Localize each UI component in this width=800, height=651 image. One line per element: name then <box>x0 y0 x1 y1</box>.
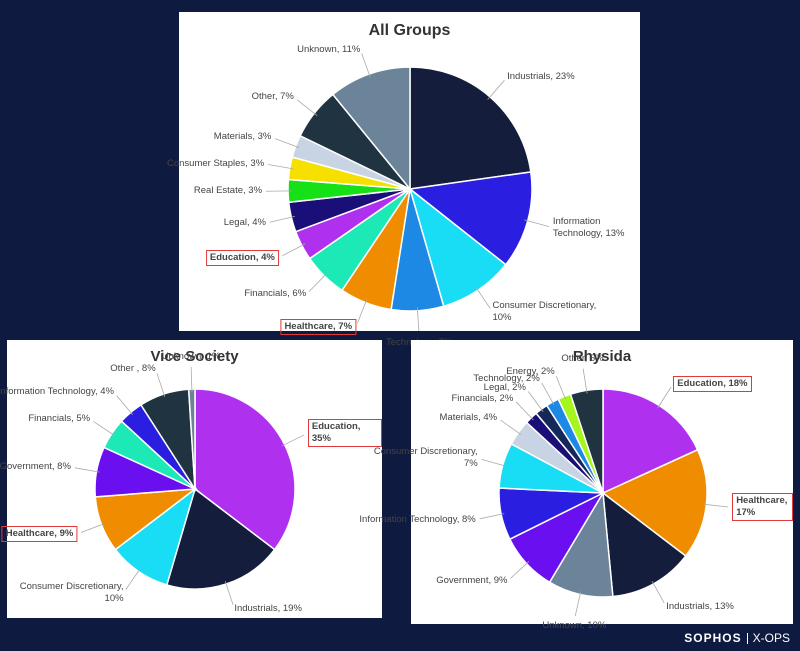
leader-line <box>574 591 582 616</box>
data-label: Healthcare, 17% <box>732 493 793 522</box>
data-label: Technology, 2% <box>473 373 540 385</box>
data-label: Information Technology, 8% <box>359 513 476 525</box>
data-label: Energy, 2% <box>506 366 555 378</box>
leader-line <box>80 523 105 533</box>
leader-line <box>125 568 141 590</box>
data-label: Other, 5% <box>561 352 604 364</box>
data-label: Materials, 4% <box>439 411 498 423</box>
leader-line <box>703 503 729 508</box>
data-label: Financials, 6% <box>244 288 307 300</box>
data-label: Legal, 2% <box>483 382 526 394</box>
chart-panel: All Groups Industrials, 23% Information Te… <box>167 12 640 348</box>
data-label: Materials, 3% <box>213 131 272 143</box>
chart-title: Vice Society <box>150 348 239 365</box>
brand: SOPHOS <box>684 631 742 645</box>
leader-line <box>269 215 295 223</box>
data-label: Consumer Discretionary, 10% <box>19 580 124 604</box>
leader-line <box>357 299 368 324</box>
pie <box>266 53 550 331</box>
data-label: Information Technology, 13% <box>552 215 625 239</box>
data-label: Financials, 2% <box>451 392 514 404</box>
data-label: Education, 35% <box>307 419 382 448</box>
leader-line <box>224 581 234 606</box>
data-label: Legal, 4% <box>223 217 266 229</box>
leader-line <box>416 307 420 331</box>
leader-line <box>74 467 100 473</box>
leader-line <box>515 401 534 421</box>
leader-line <box>657 386 672 409</box>
pie-slice <box>409 66 532 190</box>
leader-line <box>541 382 555 406</box>
data-label: Other , 8% <box>110 363 156 375</box>
data-label: Real Estate, 3% <box>193 185 263 197</box>
leader-line <box>361 53 371 78</box>
data-label: Education, 4% <box>205 249 279 266</box>
product: X-OPS <box>752 631 790 645</box>
leader-line <box>190 367 193 393</box>
leader-line <box>93 421 115 436</box>
data-label: Education, 18% <box>673 375 752 392</box>
leader-line <box>268 164 294 170</box>
data-label: Consumer Discretionary, 7% <box>373 446 478 470</box>
leader-line <box>481 459 506 467</box>
data-label: Industrials, 23% <box>507 71 575 83</box>
chart-title: All Groups <box>368 22 451 39</box>
leader-line <box>582 368 588 394</box>
leader-line <box>296 99 318 116</box>
leader-line <box>479 513 505 520</box>
data-label: Financials, 5% <box>28 413 91 425</box>
leader-line <box>308 273 328 292</box>
pie <box>479 368 729 616</box>
leader-line <box>281 434 305 447</box>
data-label: Healthcare, 9% <box>1 525 78 542</box>
leader-line <box>500 419 522 435</box>
leader-line <box>524 219 550 228</box>
branding: SOPHOS X-OPS <box>684 631 790 645</box>
pie <box>74 367 305 606</box>
chart-title: Rhysida <box>572 348 632 365</box>
data-label: Consumer Discretionary, 10% <box>492 299 597 323</box>
data-label: Consumer Staples, 3% <box>166 157 265 169</box>
data-label: Healthcare, 7% <box>280 318 357 335</box>
data-label: Industrials, 13% <box>666 600 734 612</box>
chart-panel: Rhysida Education, 18% Healthcare, 17% Indu… <box>359 340 793 631</box>
data-label: Government, 9% <box>436 575 508 587</box>
leader-line <box>527 391 544 413</box>
data-label: Unknown, 1% <box>161 351 221 363</box>
leader-line <box>116 395 133 415</box>
leader-line <box>156 372 166 397</box>
leader-line <box>475 287 491 309</box>
data-label: Other, 7% <box>251 91 294 103</box>
leader-line <box>651 580 665 604</box>
data-label: Industrials, 19% <box>234 602 302 614</box>
leader-line <box>487 80 505 100</box>
chart-panel: Vice Society Education, 35% Industrials, 1… <box>0 340 382 618</box>
data-label: Unknown, 10% <box>542 619 607 631</box>
separator <box>746 632 748 644</box>
data-label: Government, 8% <box>0 461 71 473</box>
leader-line <box>510 561 530 579</box>
leader-line <box>274 138 300 148</box>
leader-line <box>282 243 306 257</box>
leader-line <box>555 375 566 400</box>
data-label: Information Technology, 4% <box>0 386 114 398</box>
data-label: Unknown, 11% <box>297 43 361 55</box>
